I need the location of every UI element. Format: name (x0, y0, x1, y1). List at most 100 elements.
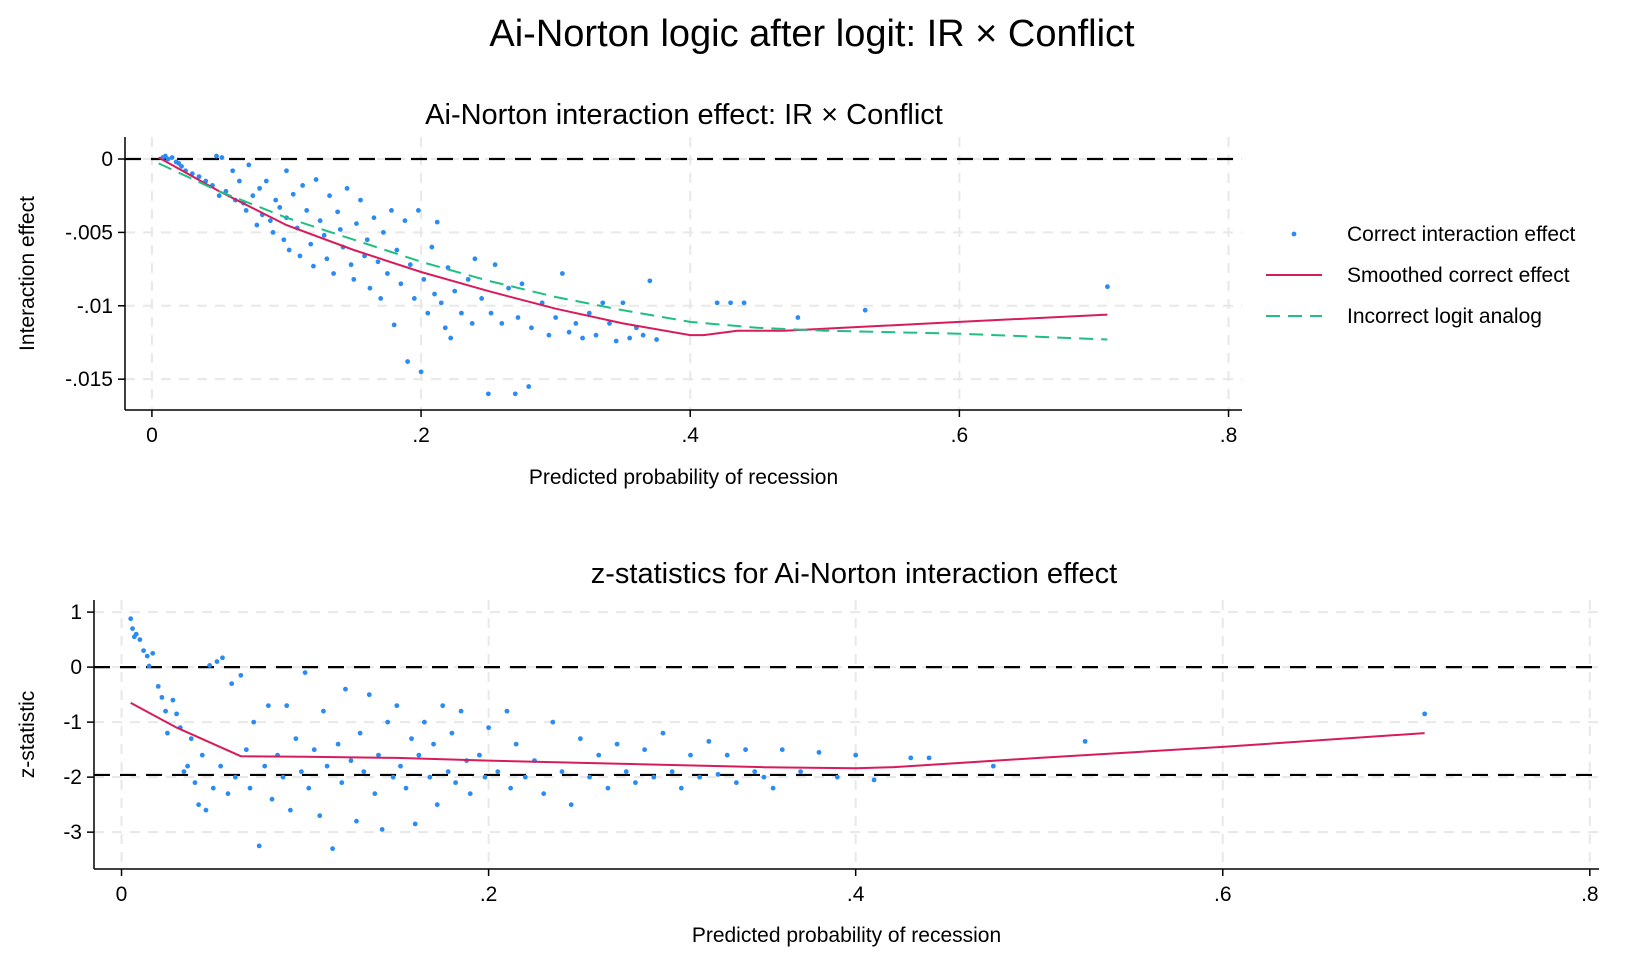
data-point (385, 271, 390, 276)
legend-label: Correct interaction effect (1347, 223, 1576, 246)
data-point (467, 791, 473, 797)
data-point (728, 300, 734, 306)
data-point (284, 168, 289, 174)
data-point (678, 785, 684, 791)
data-point (207, 663, 213, 668)
y-tick-label: -3 (63, 821, 82, 844)
data-point (688, 752, 693, 758)
data-point (218, 763, 224, 769)
x-tick-label: .8 (1581, 883, 1599, 906)
data-point (232, 774, 238, 780)
data-point (550, 719, 556, 725)
data-point (380, 230, 386, 235)
data-point (761, 774, 767, 780)
data-point (402, 218, 408, 224)
data-point (407, 262, 413, 268)
data-point (133, 631, 139, 637)
data-point (577, 736, 583, 742)
data-point (372, 791, 378, 797)
data-point (243, 747, 249, 753)
data-point (445, 769, 451, 775)
data-point (262, 763, 268, 769)
data-point (512, 391, 518, 397)
data-point (216, 193, 222, 199)
data-point (214, 659, 220, 665)
data-point (203, 807, 209, 813)
data-point (220, 655, 225, 661)
y-axis-label: Interaction effect (16, 196, 39, 351)
data-point (367, 285, 373, 291)
x-tick-label: .2 (412, 424, 430, 447)
data-point (715, 771, 721, 777)
incorrect-logit-line (158, 162, 1108, 341)
data-point (181, 769, 187, 775)
data-point (580, 335, 585, 341)
data-point (741, 300, 747, 306)
x-tick-label: .4 (847, 883, 865, 906)
data-point (432, 291, 437, 297)
y-axis-label: z-statistic (16, 691, 39, 779)
data-point (926, 755, 932, 761)
data-point (553, 315, 559, 320)
data-point (600, 300, 606, 306)
data-point (633, 780, 638, 786)
data-point (871, 777, 877, 783)
x-axis-label: Predicted probability of recession (692, 924, 1001, 947)
data-point (330, 846, 335, 852)
data-point (559, 769, 565, 775)
data-point (853, 752, 859, 758)
data-point (247, 785, 253, 791)
data-point (297, 253, 303, 259)
data-point (623, 769, 629, 775)
data-point (526, 384, 532, 389)
data-point (418, 369, 424, 375)
data-point (290, 191, 296, 197)
data-point (482, 774, 488, 780)
data-point (546, 332, 552, 338)
data-point (795, 315, 801, 320)
y-tick-label: -1 (63, 711, 82, 734)
data-point (779, 747, 785, 753)
data-point (354, 221, 359, 226)
data-point (1105, 284, 1110, 290)
x-tick-label: .2 (480, 883, 498, 906)
data-point (327, 193, 332, 199)
data-point (714, 300, 720, 306)
data-point (492, 262, 498, 268)
data-point (669, 769, 675, 775)
x-tick-label: .4 (681, 424, 699, 447)
data-point (1422, 711, 1428, 717)
data-point (141, 648, 146, 654)
data-point (586, 310, 592, 316)
data-point (179, 163, 184, 169)
data-point (647, 278, 653, 284)
data-point (593, 332, 599, 338)
data-point (165, 730, 170, 736)
data-point (405, 359, 411, 364)
data-point (344, 185, 350, 191)
data-point (434, 219, 440, 225)
data-point (286, 247, 292, 253)
data-point (321, 232, 327, 238)
data-point (130, 626, 135, 632)
data-point (752, 769, 758, 775)
data-point (225, 791, 231, 797)
data-point (128, 616, 134, 622)
y-tick-label: -2 (63, 766, 82, 789)
data-point (479, 296, 485, 301)
data-point (566, 329, 572, 335)
data-point (1082, 738, 1088, 744)
data-point (263, 178, 269, 184)
y-tick-label: 0 (101, 148, 113, 171)
data-point (438, 300, 444, 306)
data-point (559, 271, 565, 276)
data-point (270, 230, 276, 235)
data-point (304, 207, 310, 213)
data-point (337, 227, 343, 232)
data-point (348, 262, 354, 268)
data-point (273, 197, 279, 203)
data-point (343, 686, 348, 692)
data-point (358, 197, 363, 203)
data-point (390, 774, 396, 780)
